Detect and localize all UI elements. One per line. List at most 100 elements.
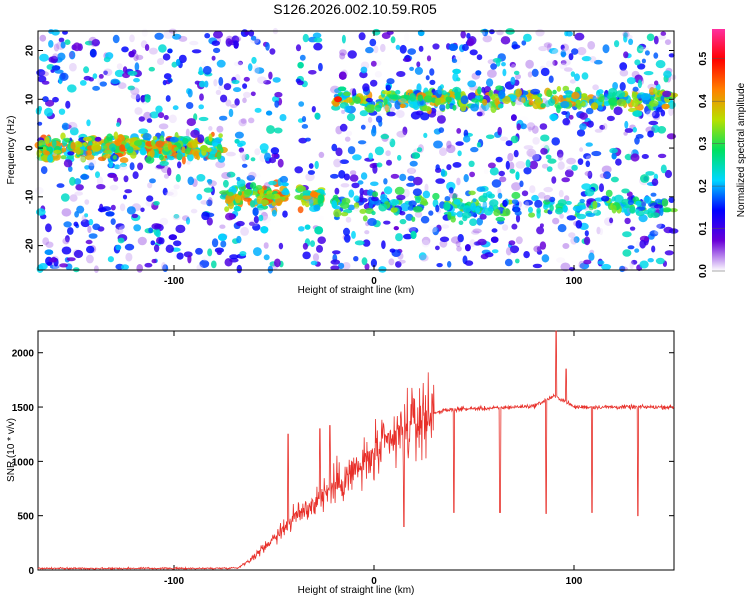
spectrogram-cell: [310, 191, 318, 198]
spectrogram-cell: [386, 30, 394, 35]
snr-x-tick-label: 0: [371, 576, 377, 587]
spectrogram-cell: [88, 218, 94, 226]
spectrogram-cell: [559, 62, 568, 70]
spectrogram-cell: [216, 125, 224, 133]
spectrogram-cell: [495, 85, 504, 91]
spectrogram-cell: [657, 153, 667, 159]
spectrogram-cell: [123, 175, 129, 183]
spectrogram-cell: [239, 251, 247, 257]
spectrogram-cell: [512, 206, 521, 213]
spectrogram-cell: [413, 176, 423, 186]
spectrogram-cell: [514, 96, 524, 106]
spectrogram-cell: [78, 156, 86, 162]
spectrogram-cell: [521, 97, 526, 104]
spectrogram-cell: [650, 192, 657, 197]
spectrogram-cell: [536, 246, 542, 251]
spectrogram-cell: [641, 58, 647, 64]
spectrogram-cell: [159, 154, 164, 161]
spectrogram-cell: [68, 51, 74, 58]
spectrogram-cell: [373, 45, 379, 54]
spectrogram-cell: [63, 221, 72, 228]
spectrogram-cell: [254, 67, 265, 74]
spectrogram-cell: [461, 43, 469, 52]
spectrogram-cell: [128, 51, 135, 58]
spectrogram-cell: [569, 261, 579, 268]
spectrogram-cell: [349, 174, 359, 182]
spectrogram-cell: [343, 227, 350, 236]
spectrogram-cell: [501, 61, 506, 67]
spectrogram-cell: [456, 127, 462, 134]
spectrogram-cell: [589, 56, 597, 63]
spectrogram-cell: [452, 72, 459, 82]
spectrogram-cell: [581, 183, 592, 191]
spectrogram-cell: [119, 144, 126, 152]
spectrogram-cell: [495, 216, 506, 222]
spectrogram-cell: [573, 236, 580, 244]
spectrogram-cell: [546, 166, 553, 172]
spectrogram-cell: [83, 66, 90, 74]
spectrogram-cell: [238, 140, 246, 146]
spectrogram-cell: [140, 207, 145, 213]
spectrogram-cell: [310, 240, 315, 248]
spectrogram-cell: [213, 47, 221, 54]
spectrogram-cell: [211, 238, 219, 248]
spectrogram-cell: [132, 171, 139, 180]
spectrogram-cell: [497, 103, 504, 109]
spectrogram-cell: [412, 206, 423, 213]
spectrogram-cell: [579, 112, 588, 120]
spectrogram-cell: [556, 104, 561, 114]
spectrogram-cell: [390, 36, 396, 44]
spectrogram-cell: [175, 174, 181, 183]
spectrogram-cell: [479, 213, 487, 220]
spectrogram-cell: [149, 149, 155, 158]
spectrogram-cell: [110, 204, 116, 211]
spectrogram-cell: [196, 174, 206, 182]
spectrogram-cell: [242, 97, 247, 104]
spectrogram-cell: [163, 173, 170, 179]
spectrogram-cell: [559, 213, 564, 219]
spectrogram-cell: [148, 227, 154, 234]
spectrogram-cell: [293, 40, 303, 47]
spectrogram-cell: [535, 96, 542, 105]
spectrogram-cell: [609, 147, 618, 154]
spectrogram-cell: [560, 262, 571, 272]
spectrogram-cell: [184, 148, 191, 155]
spectrogram-cell: [113, 176, 119, 182]
spectrogram-cell: [161, 165, 170, 174]
spectrogram-cell: [67, 227, 74, 235]
spectrogram-cell: [525, 159, 531, 168]
spectrogram-cell: [471, 230, 480, 235]
spectrogram-cell: [668, 197, 675, 203]
spectrogram-cell: [61, 246, 72, 255]
spectrogram-cell: [383, 105, 391, 112]
spectrogram-cell: [65, 100, 71, 109]
spectrogram-cell: [566, 157, 576, 165]
spectrogram-cell: [372, 28, 381, 36]
spectrogram-cell: [332, 250, 341, 255]
spectrogram-cell: [527, 92, 534, 101]
spectrogram-cell: [65, 235, 70, 243]
spectrogram-cell: [509, 168, 516, 174]
spectrogram-cell: [458, 220, 464, 225]
spectrogram-cell: [441, 224, 450, 229]
spectrogram-cell: [173, 184, 180, 190]
spectrogram-cell: [72, 42, 82, 52]
spectrogram-cell: [201, 211, 210, 221]
spectrogram-cell: [383, 220, 391, 225]
spectrogram-cell: [608, 97, 618, 106]
spectrogram-cell: [441, 90, 447, 96]
spectrogram-cell: [531, 68, 539, 77]
spectrogram-cell: [178, 35, 188, 42]
spectrogram-cell: [198, 104, 204, 110]
spectrogram-cell: [406, 167, 417, 174]
spectrogram-cell: [460, 30, 467, 39]
spectrogram-cell: [433, 140, 443, 149]
spectrogram-cell: [408, 227, 419, 234]
spectrogram-cell: [563, 195, 570, 202]
spectrogram-cell: [480, 253, 489, 260]
spectrogram-cell: [258, 214, 264, 222]
spectrogram-cell: [639, 260, 649, 269]
spectrogram-cell: [534, 199, 543, 208]
spectrogram-cell: [370, 104, 375, 109]
spectrogram-cell: [233, 87, 242, 93]
